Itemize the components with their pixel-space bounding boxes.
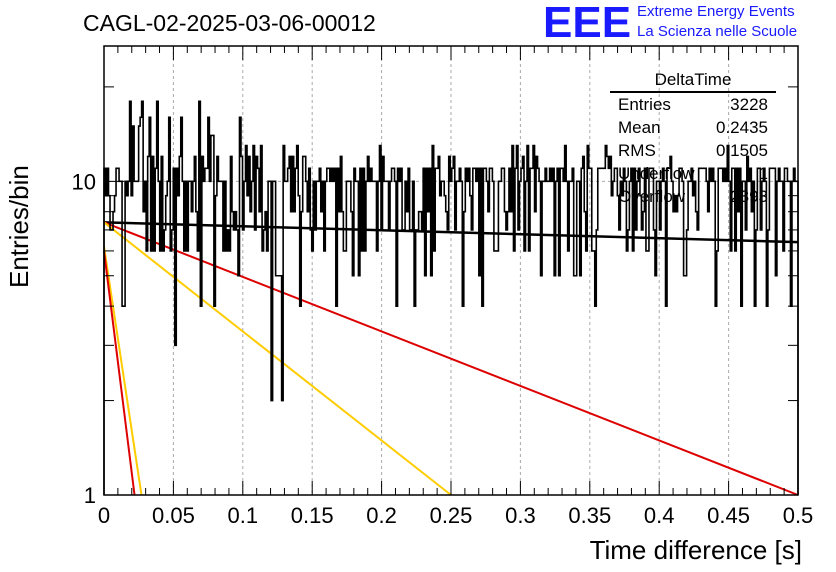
x-tick-label: 0.1	[228, 503, 259, 528]
stats-row-underflow: Underflow 1	[610, 162, 776, 185]
stats-value: 2393	[730, 187, 768, 206]
fit-curve	[103, 221, 799, 244]
x-tick-label: 0.05	[152, 503, 195, 528]
histogram-steps	[103, 100, 799, 495]
stats-key: Underflow	[618, 164, 695, 183]
x-tick-label: 0.45	[707, 503, 750, 528]
stats-title: DeltaTime	[610, 68, 776, 93]
x-axis-label: Time difference [s]	[589, 535, 802, 565]
fit-curve	[103, 221, 799, 496]
stats-value: 0.2435	[716, 118, 768, 137]
eee-logo: EEE	[543, 0, 632, 47]
stats-row-rms: RMS 0.1505	[610, 139, 776, 162]
chart-title: CAGL-02-2025-03-06-00012	[83, 10, 376, 36]
fit-curve	[103, 250, 136, 496]
fit-curve	[103, 246, 143, 496]
stats-key: RMS	[618, 141, 656, 160]
stats-value: 3228	[730, 95, 768, 114]
stats-row-mean: Mean 0.2435	[610, 116, 776, 139]
y-tick-label: 1	[84, 483, 96, 508]
x-tick-label: 0.35	[568, 503, 611, 528]
axis-ticks	[103, 46, 799, 496]
x-tick-label: 0.3	[505, 503, 536, 528]
fit-curves	[103, 221, 799, 496]
stats-value: 0.1505	[716, 141, 768, 160]
stats-value: 1	[758, 164, 768, 183]
stats-key: Overflow	[618, 187, 686, 206]
x-tick-label: 0	[98, 503, 110, 528]
stats-row-entries: Entries 3228	[610, 93, 776, 116]
stats-key: Mean	[618, 118, 661, 137]
x-tick-label: 0.2	[366, 503, 397, 528]
stats-row-overflow: Overflow 2393	[610, 185, 776, 208]
fit-curve	[103, 221, 452, 496]
x-tick-label: 0.25	[430, 503, 473, 528]
logo-line-1: Extreme Energy Events	[637, 3, 795, 20]
axis-tick-labels: 0 0.05 0.1 0.15 0.2 0.25 0.3 0.35 0.4 0.45 0.5 1 10	[72, 169, 814, 528]
logo-line-2: La Scienza nelle Scuole	[637, 23, 798, 40]
x-tick-label: 0.15	[291, 503, 334, 528]
histogram	[103, 100, 799, 495]
y-axis-label: Entries/bin	[4, 165, 34, 288]
x-tick-label: 0.5	[783, 503, 814, 528]
stats-box: DeltaTime Entries 3228 Mean 0.2435 RMS 0…	[610, 68, 776, 208]
x-tick-label: 0.4	[644, 503, 675, 528]
y-tick-label: 10	[72, 169, 96, 194]
stats-key: Entries	[618, 95, 671, 114]
